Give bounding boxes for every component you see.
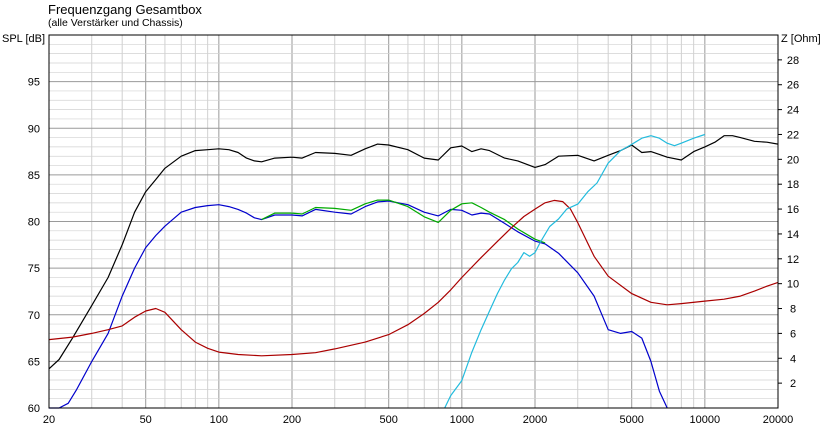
y2-tick-label: 14 — [787, 229, 799, 241]
x-tick-label: 50 — [140, 414, 152, 426]
y-tick-label: 80 — [28, 217, 40, 229]
y-tick-label: 70 — [28, 310, 40, 322]
y-tick-label: 85 — [28, 170, 40, 182]
y2-tick-label: 8 — [790, 304, 796, 316]
y2-tick-label: 4 — [790, 353, 796, 365]
y2-tick-label: 18 — [787, 179, 799, 191]
x-tick-label: 200 — [283, 414, 301, 426]
y2-tick-label: 28 — [787, 55, 799, 67]
y-tick-label: 65 — [28, 356, 40, 368]
y-tick-label: 90 — [28, 123, 40, 135]
y2-tick-label: 24 — [787, 105, 799, 117]
y2-tick-label: 10 — [787, 279, 799, 291]
y-tick-label: 60 — [28, 403, 40, 415]
y-tick-label: 95 — [28, 77, 40, 89]
y-axis-label-left: SPL [dB] — [2, 33, 46, 45]
x-tick-label: 100 — [210, 414, 228, 426]
x-tick-label: 5000 — [619, 414, 643, 426]
y2-tick-label: 22 — [787, 129, 799, 141]
series-line-3 — [261, 199, 546, 244]
series-line-1 — [48, 135, 779, 370]
x-tick-label: 2000 — [523, 414, 547, 426]
x-tick-label: 1000 — [450, 414, 474, 426]
y-tick-label: 75 — [28, 263, 40, 275]
y2-tick-label: 20 — [787, 154, 799, 166]
y2-tick-label: 16 — [787, 204, 799, 216]
y2-tick-label: 12 — [787, 254, 799, 266]
y2-tick-label: 6 — [790, 328, 796, 340]
series-line-2 — [49, 200, 668, 409]
y-axis-label-right: Z [Ohm] — [781, 33, 821, 45]
x-tick-label: 20 — [43, 414, 55, 426]
series-line-4 — [48, 199, 779, 357]
x-tick-label: 20000 — [763, 414, 794, 426]
plot-frame — [48, 34, 779, 409]
chart-title: Frequenzgang Gesamtbox — [48, 2, 202, 17]
chart-subtitle: (alle Verstärker und Chassis) — [48, 17, 183, 29]
x-tick-label: 500 — [380, 414, 398, 426]
y2-tick-label: 2 — [790, 378, 796, 390]
series-line-5 — [444, 133, 705, 409]
y2-tick-label: 26 — [787, 80, 799, 92]
x-tick-label: 10000 — [690, 414, 721, 426]
